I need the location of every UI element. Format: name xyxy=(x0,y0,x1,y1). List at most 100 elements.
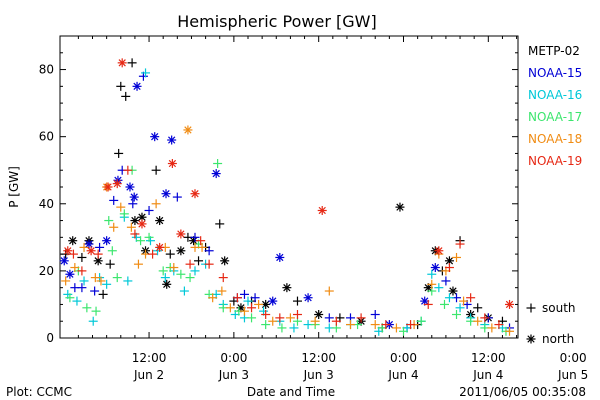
data-point-noaa-19-south xyxy=(196,236,206,246)
data-point-noaa-15-south xyxy=(239,289,249,299)
data-point-noaa-19-south xyxy=(77,266,87,276)
data-point-metp-02-south xyxy=(116,81,126,91)
chart-title: Hemispheric Power [GW] xyxy=(177,12,376,31)
data-point-noaa-19-north xyxy=(86,246,96,256)
data-point-metp-02-south xyxy=(292,296,302,306)
data-point-noaa-18-south xyxy=(217,286,227,296)
data-point-noaa-15-north xyxy=(303,293,313,303)
data-point-noaa-18-south xyxy=(268,316,278,326)
data-point-noaa-18-south xyxy=(452,252,462,262)
x-tick-label-date: Jun 3 xyxy=(303,368,334,382)
data-point-noaa-15-south xyxy=(90,286,100,296)
data-point-noaa-19-south xyxy=(444,263,454,273)
data-point-noaa-18-south xyxy=(169,263,179,273)
data-point-metp-02-north xyxy=(130,216,140,226)
data-point-metp-02-south xyxy=(473,303,483,313)
x-tick-label-time: 12:00 xyxy=(471,351,506,365)
data-point-metp-02-north xyxy=(282,283,292,293)
data-point-noaa-18-north xyxy=(183,125,193,135)
data-point-noaa-17-south xyxy=(91,306,101,316)
data-point-noaa-17-south xyxy=(185,273,195,283)
data-point-noaa-19-south xyxy=(93,249,103,259)
data-point-noaa-16-south xyxy=(160,273,170,283)
data-points xyxy=(59,58,515,336)
data-point-metp-02-north xyxy=(314,310,324,320)
data-point-noaa-19-south xyxy=(185,259,195,269)
data-point-noaa-17-south xyxy=(213,159,223,169)
data-point-noaa-16-south xyxy=(79,276,89,286)
marker-legend-north-label: north xyxy=(542,332,574,346)
data-point-noaa-19-north xyxy=(63,246,73,256)
data-point-noaa-18-south xyxy=(61,276,71,286)
data-point-noaa-16-south xyxy=(455,303,465,313)
data-point-noaa-16-south xyxy=(444,293,454,303)
x-axis-label: Date and Time xyxy=(247,385,335,399)
data-point-noaa-15-south xyxy=(250,293,260,303)
data-point-noaa-18-south xyxy=(345,320,355,330)
data-point-metp-02-south xyxy=(105,259,115,269)
data-point-noaa-17-south xyxy=(416,316,426,326)
legend: METP-02 NOAA-15 NOAA-16 NOAA-17 NOAA-18 NOAA-… xyxy=(528,44,582,168)
data-point-noaa-17-south xyxy=(144,232,154,242)
data-point-noaa-19-north xyxy=(505,299,515,309)
data-point-noaa-16-south xyxy=(88,316,98,326)
data-point-noaa-18-south xyxy=(324,286,334,296)
data-point-noaa-19-south xyxy=(381,320,391,330)
data-point-noaa-17-south xyxy=(107,246,117,256)
data-point-noaa-18-south xyxy=(151,199,161,209)
data-point-noaa-15-north xyxy=(150,132,160,142)
data-point-noaa-19-south xyxy=(494,320,504,330)
data-point-noaa-18-south xyxy=(459,296,469,306)
data-point-metp-02-south xyxy=(77,252,87,262)
data-point-noaa-18-south xyxy=(116,202,126,212)
data-point-noaa-17-south xyxy=(104,216,114,226)
x-tick-label-date: Jun 5 xyxy=(557,368,588,382)
north-marker-glyph xyxy=(526,334,536,344)
data-point-noaa-18-south xyxy=(487,323,497,333)
data-point-metp-02-south xyxy=(165,249,175,259)
y-tick-label: 20 xyxy=(39,264,54,278)
legend-entry: METP-02 xyxy=(528,44,580,58)
data-point-noaa-19-south xyxy=(68,249,78,259)
x-axis: 12:00 Jun 2 0:00 Jun 3 12:00 Jun 3 0:00 Jun 4 12… xyxy=(77,36,588,382)
data-point-noaa-16-south xyxy=(179,286,189,296)
data-point-noaa-15-south xyxy=(128,199,138,209)
data-point-noaa-15-south xyxy=(204,246,214,256)
marker-legend-north-glyph xyxy=(526,334,536,344)
data-point-noaa-19-south xyxy=(130,229,140,239)
data-point-noaa-16-south xyxy=(72,296,82,306)
data-point-metp-02-south xyxy=(215,219,225,229)
data-point-noaa-19-north xyxy=(176,229,186,239)
data-point-noaa-17-south xyxy=(439,299,449,309)
data-point-noaa-19-south xyxy=(123,165,133,175)
x-tick-label-time: 0:00 xyxy=(390,351,417,365)
x-tick-label-time: 12:00 xyxy=(132,351,167,365)
data-point-noaa-17-south xyxy=(119,209,129,219)
data-point-noaa-18-south xyxy=(310,316,320,326)
data-point-metp-02-north xyxy=(68,236,78,246)
data-point-noaa-19-south xyxy=(455,239,465,249)
data-point-noaa-16-south xyxy=(243,296,253,306)
data-point-metp-02-north xyxy=(220,256,230,266)
data-point-noaa-15-north xyxy=(132,81,142,91)
data-point-noaa-17-south xyxy=(277,323,287,333)
data-point-noaa-19-north xyxy=(317,205,327,215)
data-point-noaa-19-north xyxy=(103,182,113,192)
x-tick-label-date: Jun 3 xyxy=(218,368,249,382)
data-point-noaa-15-south xyxy=(109,195,119,205)
data-point-noaa-17-south xyxy=(452,310,462,320)
data-point-noaa-15-north xyxy=(125,182,135,192)
y-tick-label: 0 xyxy=(46,331,54,345)
data-point-metp-02-north xyxy=(93,256,103,266)
data-point-noaa-19-south xyxy=(423,299,433,309)
data-point-noaa-15-north xyxy=(268,296,278,306)
data-point-noaa-18-south xyxy=(79,242,89,252)
y-axis: 0 20 40 60 80 xyxy=(39,35,518,345)
data-point-noaa-15-south xyxy=(144,205,154,215)
data-point-noaa-18-south xyxy=(96,276,106,286)
data-point-metp-02-south xyxy=(121,91,131,101)
data-point-noaa-19-south xyxy=(292,310,302,320)
data-point-noaa-18-south xyxy=(225,303,235,313)
x-tick-label-date: Jun 4 xyxy=(387,368,418,382)
